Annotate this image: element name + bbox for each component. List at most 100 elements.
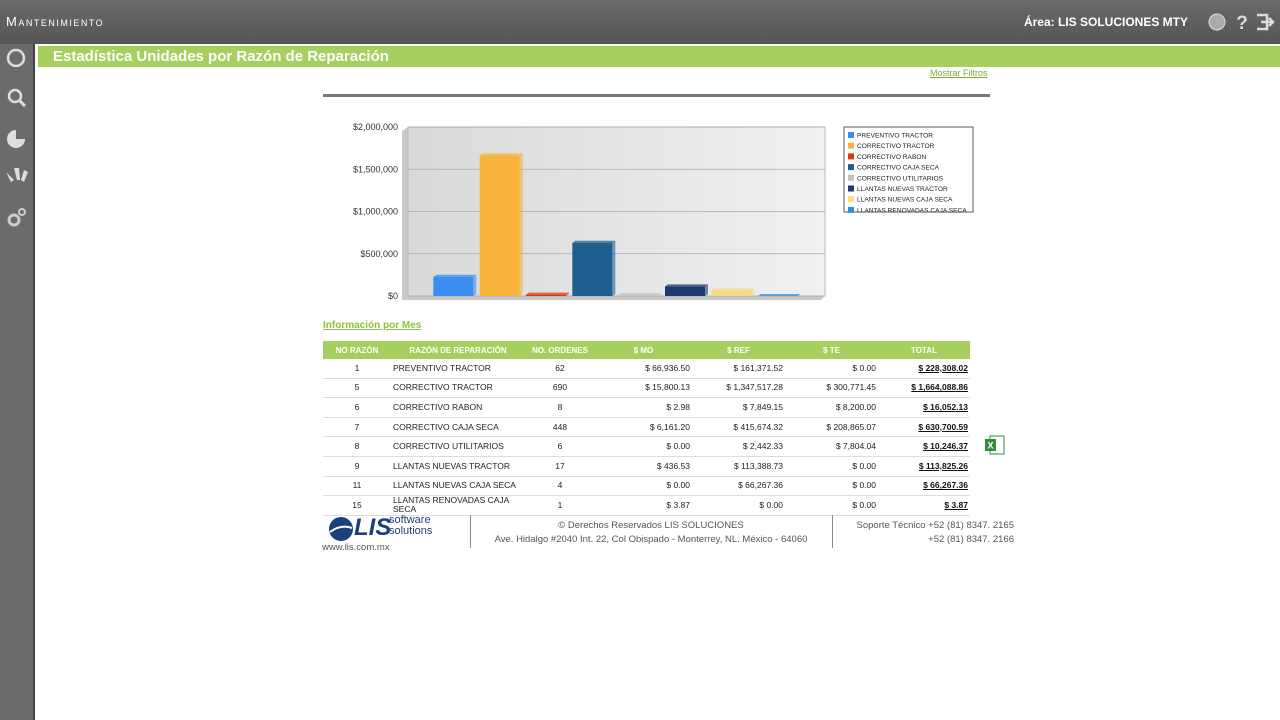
excel-icon[interactable]: X [984,434,1006,456]
top-bar: Mantenimiento Área: LIS SOLUCIONES MTY ? [0,0,1280,44]
table-cell: $ 415,674.32 [692,417,785,438]
logo-sub1: software [389,514,431,526]
table-cell: $ 1,347,517.28 [692,378,785,399]
legend-label: CORRECTIVO TRACTOR [857,143,935,150]
table-cell[interactable]: $ 3.87 [878,495,970,516]
logo: LIS software solutions [328,514,438,542]
bar [526,294,566,296]
column-header: NO RAZÓN [323,341,391,359]
table-cell: CORRECTIVO TRACTOR [391,378,525,399]
table-cell: $ 2.98 [595,397,692,418]
bar [618,295,659,296]
table-cell: $ 66,936.50 [595,359,692,379]
table-cell: 1 [525,495,595,516]
refresh-icon[interactable] [6,48,26,68]
table-cell[interactable]: $ 66,267.36 [878,476,970,497]
settings-icon[interactable] [7,213,21,227]
table-cell[interactable]: $ 1,664,088.86 [878,378,970,399]
bar [433,276,474,296]
logo-globe [329,517,353,541]
table-cell: $ 0.00 [595,476,692,497]
bar-top [479,153,523,156]
support-phone: Soporte Técnico +52 (81) 8347. 2165 [856,520,1014,531]
table-cell: 9 [323,456,391,477]
legend-swatch [848,174,854,181]
sidebar [0,44,35,720]
help-icon[interactable]: ? [1236,13,1248,34]
search-icon[interactable] [7,88,23,104]
table-cell: $ 0.00 [595,436,692,457]
legend-swatch [848,206,854,213]
table-cell[interactable]: $ 228,308.02 [878,359,970,379]
bar-side [658,293,662,296]
bar [711,290,752,296]
bar-top [433,274,477,277]
exit-icon[interactable] [1257,13,1275,31]
table-cell: $ 0.00 [785,495,878,516]
table-cell: LLANTAS NUEVAS CAJA SECA [391,476,525,497]
copyright: © Derechos Reservados LIS SOLUCIONES [558,520,744,531]
table-cell: 448 [525,417,595,438]
bar-side [519,153,523,296]
bar-top [665,284,708,287]
legend-swatch [848,164,854,171]
table-cell: $ 161,371.52 [692,359,785,379]
table-cell: LLANTAS NUEVAS TRACTOR [391,456,525,477]
bar-group [711,288,755,296]
table-cell: 8 [323,436,391,457]
header-icons[interactable]: ? [1205,10,1275,34]
table-cell: CORRECTIVO UTILITARIOS [391,436,525,457]
bar-group [526,292,569,296]
table-cell[interactable]: $ 16,052.13 [878,397,970,418]
section-title[interactable]: Información por Mes [323,320,422,331]
y-tick-label: $1,000,000 [353,207,398,217]
bar-group [665,284,708,296]
y-tick-label: $1,500,000 [353,164,398,174]
chart-icon[interactable] [7,130,25,148]
column-header: RAZÓN DE REPARACIÓN [391,341,525,359]
table-row: 9 LLANTAS NUEVAS TRACTOR 17 $ 436.53 $ 113,3… [323,456,970,477]
page-title: Estadística Unidades por Razón de Repara… [53,48,389,65]
table-cell[interactable]: $ 10,246.37 [878,436,970,457]
app-name: Mantenimiento [6,14,105,29]
table-row: 6 CORRECTIVO RABON 8 $ 2.98 $ 7,849.15 $ 8,20… [323,397,970,418]
tools-icon[interactable] [6,168,28,182]
sidebar-icons[interactable] [0,44,33,244]
legend-swatch [848,132,854,138]
footer-url[interactable]: www.lis.com.mx [322,542,390,553]
table-cell: $ 0.00 [785,476,878,497]
filter-link[interactable]: Mostrar Filtros [930,68,988,78]
table-cell[interactable]: $ 113,825.26 [878,456,970,477]
legend-swatch [848,142,854,149]
column-header: NO. ORDENES [525,341,595,359]
legend-swatch [848,153,854,160]
chart: $0 $500,000 $1,000,000 $1,500,000 $2,000,000… [353,122,974,301]
table-cell: 690 [525,378,595,399]
title-bar: Estadística Unidades por Razón de Repara… [38,46,1280,67]
table-cell: 11 [323,476,391,497]
bar [665,286,705,296]
footer-divider [470,515,471,548]
footer-divider [832,515,833,548]
table-cell: $ 300,771.45 [785,378,878,399]
table-cell: PREVENTIVO TRACTOR [391,359,525,379]
legend-label: PREVENTIVO TRACTOR [857,133,933,140]
table-cell: $ 66,267.36 [692,476,785,497]
bar-group [757,293,801,296]
table-cell: $ 8,200.00 [785,397,878,418]
support-phone: +52 (81) 8347. 2166 [928,534,1014,545]
table-row: 1 PREVENTIVO TRACTOR 62 $ 66,936.50 $ 161,37… [323,359,970,379]
table-cell: $ 113,388.73 [692,456,785,477]
legend-label: CORRECTIVO UTILITARIOS [857,175,944,182]
table-cell: 4 [525,476,595,497]
divider [323,94,990,97]
bar-group [572,240,616,296]
table-cell: LLANTAS RENOVADAS CAJA SECA [391,495,525,516]
area-label: Área: LIS SOLUCIONES MTY [1023,15,1188,29]
table-cell: 5 [323,378,391,399]
data-table: NO RAZÓN RAZÓN DE REPARACIÓN NO. ORDENES $ … [323,341,970,516]
table-cell: $ 0.00 [785,359,878,379]
table-row: 5 CORRECTIVO TRACTOR 690 $ 15,800.13 $ 1,347… [323,378,970,399]
table-cell[interactable]: $ 630,700.59 [878,417,970,438]
globe-icon[interactable] [1208,13,1226,31]
